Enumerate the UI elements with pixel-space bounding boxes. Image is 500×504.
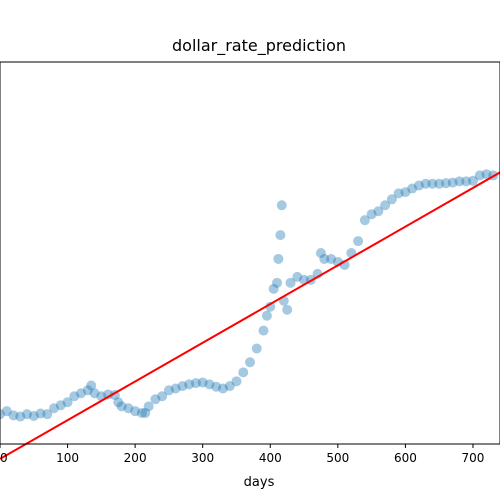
plot-frame [0,62,500,444]
x-tick-label: 0 [0,451,8,465]
scatter-point [238,367,248,377]
fit-line-layer [0,172,500,459]
scatter-point [231,376,241,386]
scatter-point [273,254,283,264]
x-tick-label: 200 [124,451,147,465]
scatter-point [259,326,269,336]
scatter-point [245,357,255,367]
scatter-point [353,236,363,246]
fit-line [0,172,500,459]
x-tick-label: 400 [259,451,282,465]
x-axis-label: days [244,475,275,490]
x-tick-label: 500 [326,451,349,465]
chart-title: dollar_rate_prediction [172,36,346,56]
scatter-point [262,311,272,321]
scatter-point [272,278,282,288]
x-tick-label: 100 [56,451,79,465]
x-tick-label: 600 [394,451,417,465]
x-tick-label: 300 [191,451,214,465]
scatter-series [0,169,498,421]
scatter-point [277,200,287,210]
axes: 0 100 200 300 400 500 600 700 [0,62,500,465]
scatter-point [282,305,292,315]
scatter-point [275,230,285,240]
scatter-point [252,344,262,354]
x-tick-label: 700 [462,451,485,465]
